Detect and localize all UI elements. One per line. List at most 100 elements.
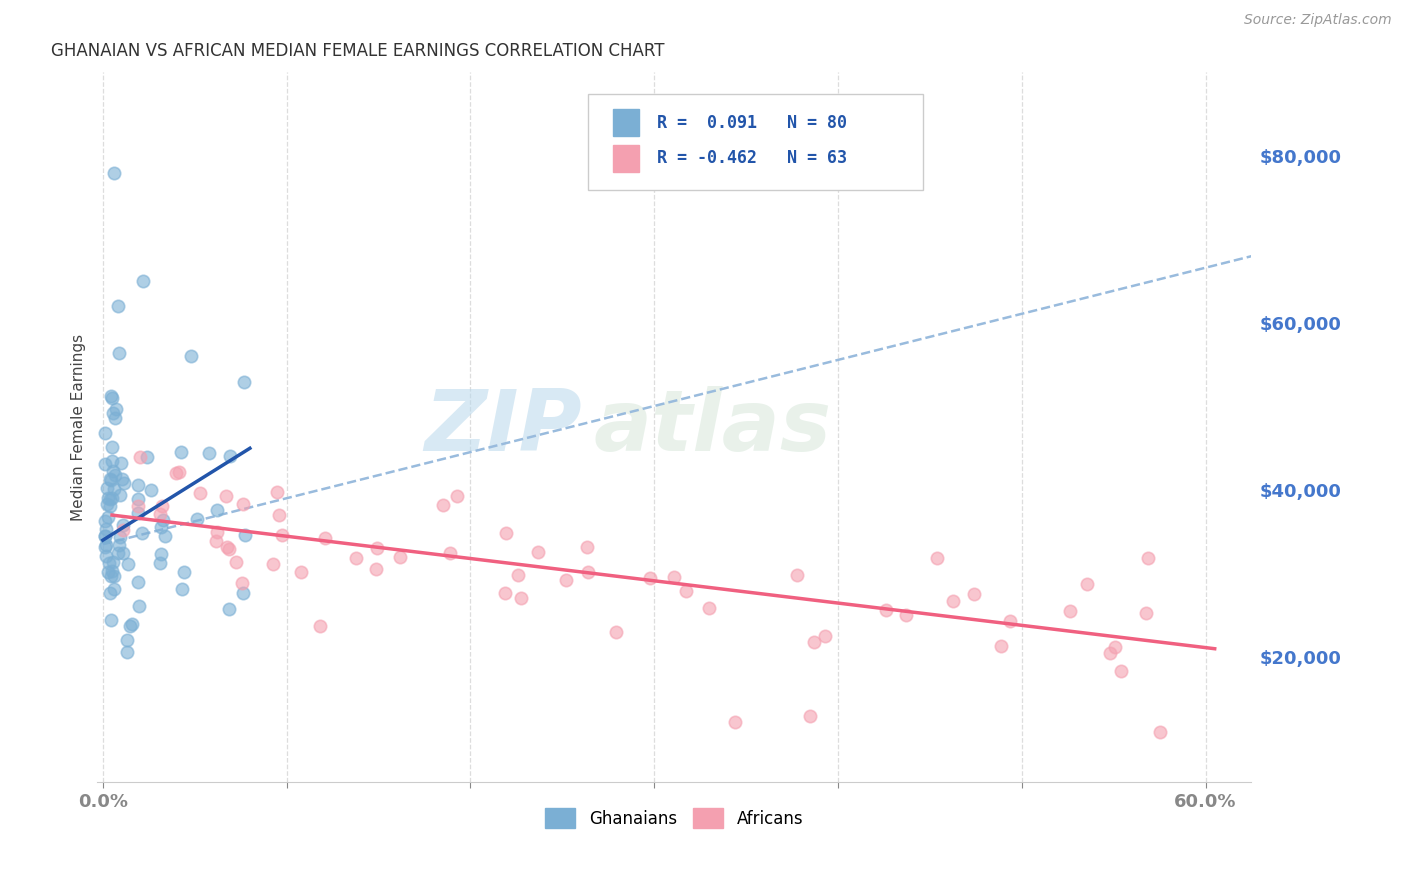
Text: R = -0.462   N = 63: R = -0.462 N = 63 bbox=[657, 149, 846, 168]
Point bbox=[127, 499, 149, 513]
Point bbox=[103, 467, 125, 482]
Point bbox=[101, 441, 124, 455]
Point bbox=[803, 635, 825, 649]
FancyBboxPatch shape bbox=[588, 94, 922, 190]
Point bbox=[111, 523, 134, 537]
Point bbox=[167, 465, 190, 479]
Point bbox=[198, 445, 221, 459]
Point bbox=[98, 472, 121, 486]
Text: atlas: atlas bbox=[593, 386, 832, 469]
Point bbox=[207, 524, 229, 539]
Point bbox=[662, 569, 685, 583]
Point bbox=[103, 582, 125, 597]
Point bbox=[990, 639, 1012, 653]
Point bbox=[103, 482, 125, 496]
Point bbox=[1076, 577, 1098, 591]
Point bbox=[1104, 640, 1126, 654]
Text: GHANAIAN VS AFRICAN MEDIAN FEMALE EARNINGS CORRELATION CHART: GHANAIAN VS AFRICAN MEDIAN FEMALE EARNIN… bbox=[51, 42, 665, 60]
Point bbox=[117, 558, 139, 572]
Point bbox=[110, 488, 132, 502]
Point bbox=[112, 476, 135, 491]
Point bbox=[1099, 646, 1122, 660]
Point bbox=[107, 538, 129, 552]
Point bbox=[235, 528, 257, 542]
Point bbox=[98, 556, 121, 570]
Point bbox=[1136, 551, 1159, 566]
Point bbox=[1109, 665, 1132, 679]
Point bbox=[136, 450, 159, 465]
Text: Source: ZipAtlas.com: Source: ZipAtlas.com bbox=[1244, 13, 1392, 28]
Point bbox=[93, 426, 115, 441]
Point bbox=[309, 619, 332, 633]
Legend: Ghanaians, Africans: Ghanaians, Africans bbox=[538, 802, 810, 834]
Point bbox=[112, 517, 135, 532]
Point bbox=[723, 715, 745, 730]
Point bbox=[96, 549, 118, 563]
Point bbox=[93, 529, 115, 543]
Point bbox=[128, 450, 150, 464]
Point bbox=[98, 499, 121, 513]
Point bbox=[97, 565, 120, 579]
Point bbox=[439, 546, 461, 560]
Point bbox=[94, 522, 117, 536]
Point bbox=[215, 541, 238, 555]
Point bbox=[814, 629, 837, 643]
Point bbox=[527, 545, 550, 559]
Point bbox=[100, 613, 122, 627]
Point bbox=[93, 514, 115, 528]
Point bbox=[446, 489, 468, 503]
Point bbox=[432, 498, 454, 512]
Point bbox=[697, 601, 720, 615]
Point bbox=[93, 457, 115, 471]
Point bbox=[509, 591, 531, 606]
Point bbox=[149, 556, 172, 570]
Point bbox=[232, 497, 254, 511]
Point bbox=[675, 584, 697, 599]
Point bbox=[942, 594, 965, 608]
Point bbox=[97, 510, 120, 524]
Y-axis label: Median Female Earnings: Median Female Earnings bbox=[72, 334, 86, 521]
Bar bbox=[613, 110, 638, 136]
Point bbox=[927, 550, 949, 565]
Point bbox=[155, 529, 177, 543]
Point bbox=[107, 299, 129, 313]
Point bbox=[271, 528, 294, 542]
Point bbox=[180, 350, 202, 364]
Point bbox=[101, 491, 124, 506]
Point bbox=[388, 550, 411, 565]
Point bbox=[150, 500, 173, 514]
Point bbox=[132, 274, 155, 288]
Point bbox=[495, 525, 517, 540]
Point bbox=[576, 565, 599, 579]
Point bbox=[127, 574, 149, 589]
Point bbox=[100, 565, 122, 579]
Point bbox=[94, 529, 117, 543]
Point bbox=[266, 485, 288, 500]
Point bbox=[875, 603, 897, 617]
Point bbox=[127, 477, 149, 491]
Point bbox=[97, 491, 120, 505]
Point bbox=[314, 531, 336, 545]
Point bbox=[101, 454, 124, 468]
Point bbox=[1000, 614, 1022, 628]
Point bbox=[506, 568, 529, 582]
Point bbox=[149, 547, 172, 561]
Point bbox=[267, 508, 290, 522]
Point bbox=[218, 602, 240, 616]
Point bbox=[100, 473, 122, 487]
Point bbox=[115, 633, 138, 648]
Point bbox=[100, 389, 122, 403]
Point bbox=[233, 376, 256, 390]
Point bbox=[105, 402, 128, 417]
Point bbox=[100, 391, 122, 405]
Point bbox=[127, 507, 149, 521]
Point bbox=[93, 540, 115, 554]
Point bbox=[98, 491, 121, 506]
Point bbox=[141, 483, 163, 497]
Point bbox=[108, 530, 131, 544]
Point bbox=[218, 541, 240, 556]
Point bbox=[96, 538, 118, 552]
Point bbox=[103, 569, 125, 583]
Point bbox=[638, 571, 661, 585]
Point bbox=[1135, 606, 1157, 620]
